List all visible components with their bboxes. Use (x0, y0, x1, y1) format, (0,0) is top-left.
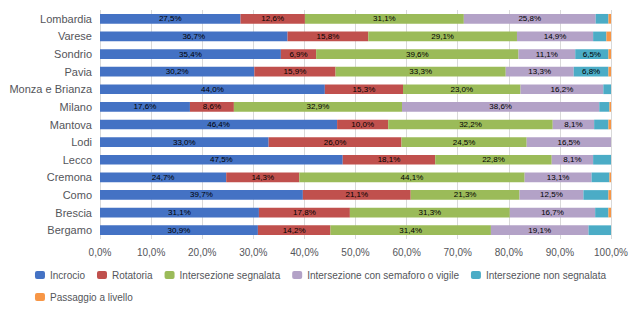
svg-text:32,2%: 32,2% (459, 120, 482, 129)
svg-text:13,1%: 13,1% (547, 173, 570, 182)
svg-text:Lecco: Lecco (63, 154, 92, 166)
svg-text:13,3%: 13,3% (528, 67, 551, 76)
svg-text:Como: Como (63, 189, 92, 201)
svg-text:Passaggio a livello: Passaggio a livello (50, 292, 133, 303)
svg-text:12,6%: 12,6% (261, 14, 284, 23)
svg-text:31,1%: 31,1% (168, 208, 191, 217)
svg-text:40,0%: 40,0% (290, 247, 318, 258)
svg-text:17,6%: 17,6% (134, 102, 157, 111)
svg-text:12,5%: 12,5% (540, 190, 563, 199)
svg-text:39,6%: 39,6% (406, 50, 429, 59)
svg-text:24,5%: 24,5% (453, 138, 476, 147)
svg-text:10,0%: 10,0% (351, 120, 374, 129)
svg-text:15,8%: 15,8% (317, 32, 340, 41)
svg-text:100,0%: 100,0% (594, 247, 628, 258)
svg-text:44,0%: 44,0% (201, 85, 224, 94)
svg-text:16,7%: 16,7% (541, 208, 564, 217)
svg-text:70,0%: 70,0% (444, 247, 472, 258)
svg-text:Lodi: Lodi (71, 136, 92, 148)
svg-text:Mantova: Mantova (50, 119, 93, 131)
svg-text:33,3%: 33,3% (409, 67, 432, 76)
svg-text:19,1%: 19,1% (528, 226, 551, 235)
svg-text:Cremona: Cremona (47, 171, 93, 183)
svg-text:8,6%: 8,6% (203, 102, 221, 111)
svg-text:11,1%: 11,1% (536, 50, 558, 59)
svg-text:Brescia: Brescia (55, 207, 93, 219)
svg-text:16,5%: 16,5% (557, 138, 580, 147)
svg-text:31,4%: 31,4% (399, 226, 422, 235)
svg-text:46,4%: 46,4% (207, 120, 230, 129)
svg-text:16,2%: 16,2% (551, 85, 574, 94)
svg-text:30,2%: 30,2% (166, 67, 189, 76)
svg-text:14,3%: 14,3% (251, 173, 274, 182)
svg-text:80,0%: 80,0% (495, 247, 523, 258)
svg-text:30,9%: 30,9% (168, 226, 191, 235)
svg-text:Lombardia: Lombardia (40, 13, 93, 25)
svg-text:Monza e Brianza: Monza e Brianza (9, 83, 92, 95)
svg-text:6,5%: 6,5% (583, 50, 601, 59)
svg-text:Intersezione non segnalata: Intersezione non segnalata (486, 270, 607, 281)
svg-text:47,5%: 47,5% (210, 155, 233, 164)
svg-text:10,0%: 10,0% (137, 247, 165, 258)
svg-text:29,1%: 29,1% (431, 32, 454, 41)
svg-text:14,2%: 14,2% (283, 226, 306, 235)
svg-text:35,4%: 35,4% (179, 50, 202, 59)
svg-text:44,1%: 44,1% (401, 173, 424, 182)
svg-text:60,0%: 60,0% (392, 247, 420, 258)
svg-text:21,1%: 21,1% (345, 190, 368, 199)
svg-text:36,7%: 36,7% (182, 32, 205, 41)
svg-text:Rotatoria: Rotatoria (112, 270, 153, 281)
svg-text:18,1%: 18,1% (378, 155, 401, 164)
svg-text:Bergamo: Bergamo (47, 224, 92, 236)
svg-text:15,9%: 15,9% (284, 67, 307, 76)
svg-text:32,9%: 32,9% (307, 102, 330, 111)
svg-text:17,8%: 17,8% (293, 208, 316, 217)
svg-text:8,1%: 8,1% (563, 155, 581, 164)
svg-text:6,9%: 6,9% (289, 50, 307, 59)
svg-text:20,0%: 20,0% (188, 247, 216, 258)
svg-text:Intersezione con semaforo o vi: Intersezione con semaforo o vigile (307, 270, 459, 281)
svg-text:39,7%: 39,7% (190, 190, 213, 199)
svg-text:Incrocio: Incrocio (50, 270, 85, 281)
svg-text:0,0%: 0,0% (89, 247, 112, 258)
svg-text:50,0%: 50,0% (341, 247, 369, 258)
svg-text:27,5%: 27,5% (159, 14, 182, 23)
svg-text:24,7%: 24,7% (152, 173, 175, 182)
svg-text:21,3%: 21,3% (454, 190, 477, 199)
svg-text:22,8%: 22,8% (482, 155, 505, 164)
svg-text:30,0%: 30,0% (239, 247, 267, 258)
svg-text:Milano: Milano (60, 101, 92, 113)
svg-text:8,1%: 8,1% (564, 120, 582, 129)
svg-text:15,3%: 15,3% (353, 85, 376, 94)
svg-text:Varese: Varese (58, 30, 92, 42)
svg-text:33,0%: 33,0% (173, 138, 196, 147)
svg-text:6,8%: 6,8% (582, 67, 600, 76)
svg-text:31,3%: 31,3% (419, 208, 442, 217)
svg-text:31,1%: 31,1% (373, 14, 396, 23)
svg-text:Sondrio: Sondrio (54, 48, 92, 60)
svg-text:23,0%: 23,0% (450, 85, 473, 94)
svg-text:90,0%: 90,0% (546, 247, 574, 258)
svg-text:38,6%: 38,6% (489, 102, 512, 111)
svg-text:25,8%: 25,8% (518, 14, 541, 23)
svg-text:Intersezione segnalata: Intersezione segnalata (180, 270, 281, 281)
svg-text:26,0%: 26,0% (324, 138, 347, 147)
svg-text:14,9%: 14,9% (544, 32, 567, 41)
svg-text:Pavia: Pavia (64, 66, 92, 78)
